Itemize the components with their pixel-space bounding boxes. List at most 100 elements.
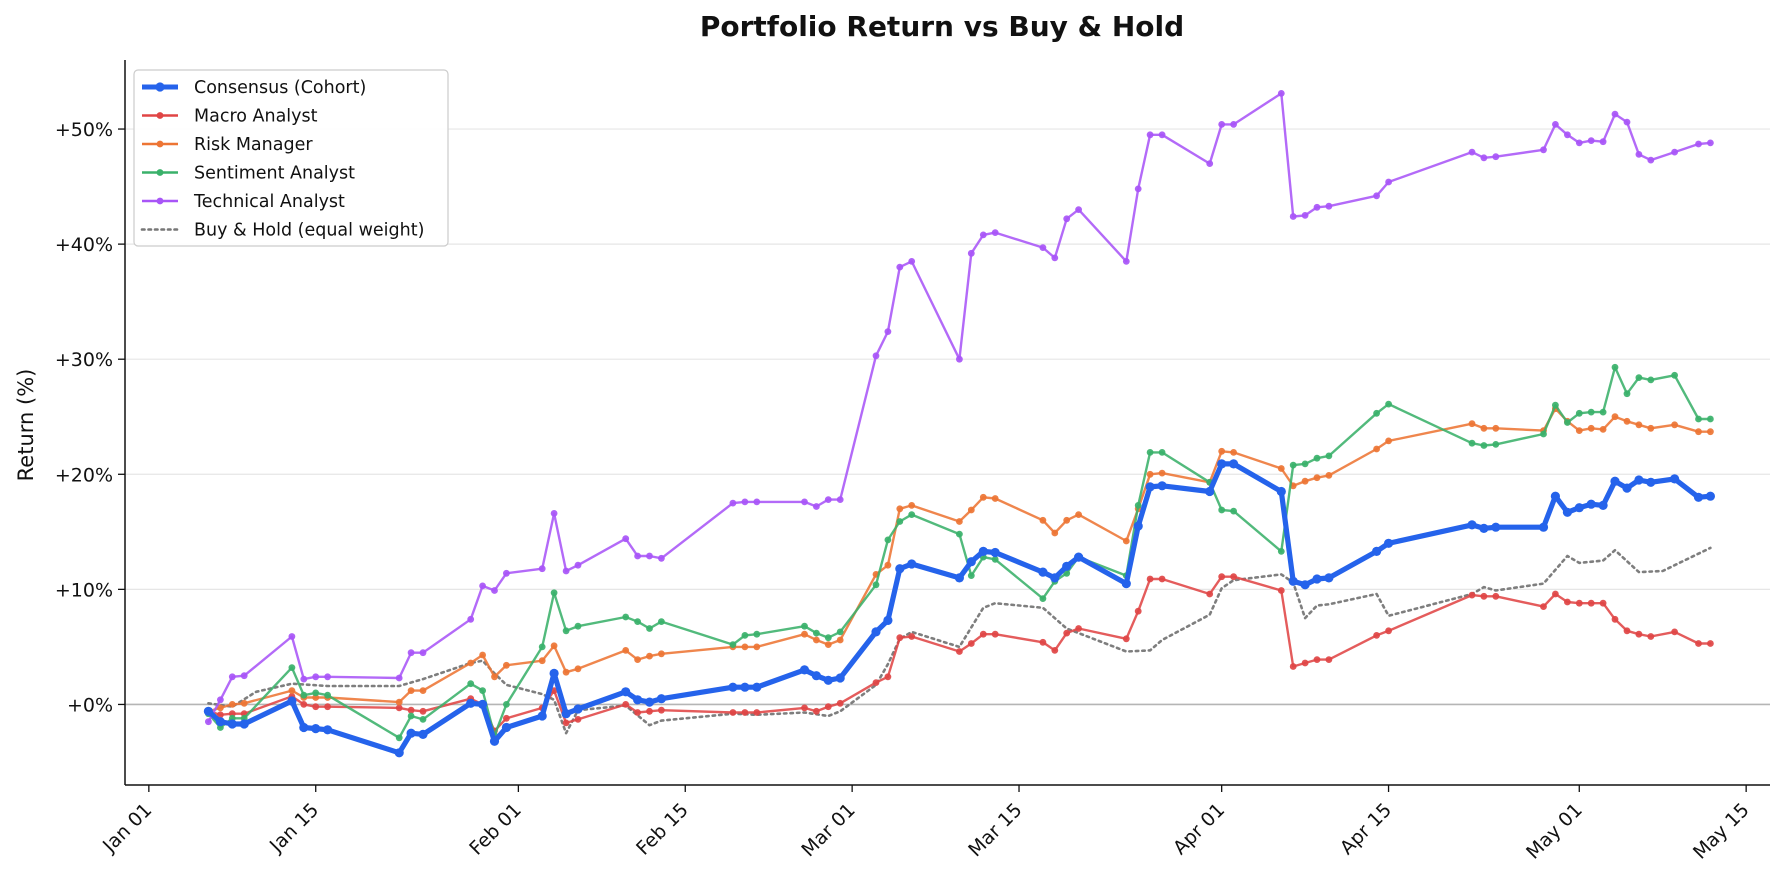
data-point [1325, 656, 1333, 663]
data-point [1695, 140, 1702, 148]
data-point [1540, 146, 1547, 154]
data-point [646, 625, 653, 632]
data-point [1218, 506, 1226, 514]
x-tick-label: Mar 01 [797, 799, 859, 861]
data-point [1635, 374, 1643, 381]
data-point [573, 704, 583, 714]
data-point [1230, 449, 1237, 456]
data-point [203, 706, 213, 716]
series-line [207, 92, 1712, 723]
data-point [1538, 522, 1549, 532]
data-point [991, 630, 999, 638]
data-point [1587, 137, 1595, 145]
data-point [967, 506, 975, 514]
legend-item: Buy & Hold (equal weight) [140, 221, 424, 241]
data-point [300, 691, 308, 699]
data-point [1670, 474, 1680, 484]
data-point [813, 503, 820, 510]
data-point [1671, 148, 1678, 156]
data-point [836, 628, 844, 636]
data-point [324, 703, 331, 711]
data-point [956, 648, 963, 655]
data-point [966, 557, 976, 567]
data-point [1586, 499, 1596, 509]
data-point [1540, 603, 1547, 610]
data-point [824, 496, 832, 503]
data-point [1599, 426, 1607, 433]
data-point [956, 518, 963, 525]
data-point [466, 698, 476, 708]
data-point [1277, 90, 1285, 97]
data-point [227, 719, 237, 729]
data-point [491, 587, 498, 594]
data-point [419, 716, 427, 723]
data-point [215, 717, 225, 727]
series-line [207, 407, 1712, 713]
series-line [207, 546, 1712, 735]
data-point [646, 707, 653, 715]
data-point [908, 511, 916, 518]
data-point [1480, 592, 1488, 600]
data-point [240, 672, 248, 680]
data-point [1038, 567, 1048, 577]
data-point [1063, 516, 1071, 524]
data-point [729, 641, 737, 648]
data-point [741, 498, 749, 506]
data-point [823, 675, 833, 685]
data-point [1230, 121, 1237, 128]
data-point [205, 718, 212, 726]
data-point [1623, 390, 1631, 398]
data-point [956, 355, 963, 363]
data-point [836, 496, 844, 503]
legend-box [133, 69, 449, 247]
data-point [1707, 640, 1714, 647]
data-point [1289, 461, 1297, 469]
data-point [479, 651, 486, 659]
data-point [1277, 587, 1285, 594]
data-point [1075, 511, 1082, 518]
data-point [1492, 441, 1500, 448]
data-point [1385, 627, 1392, 635]
data-point [644, 697, 655, 707]
data-point [1575, 139, 1583, 147]
data-point [478, 699, 488, 710]
data-point [646, 552, 653, 560]
data-point [312, 703, 320, 711]
data-point [228, 701, 236, 708]
data-point [395, 698, 403, 706]
data-point [395, 734, 403, 742]
legend: Consensus (Cohort) Macro Analyst Risk Mana… [133, 69, 449, 247]
data-point [1385, 178, 1392, 186]
data-point [658, 618, 665, 625]
data-point [217, 696, 224, 704]
data-point [634, 552, 641, 560]
data-point [1707, 139, 1714, 147]
data-point [549, 668, 559, 679]
data-point [622, 647, 630, 654]
data-point [1039, 244, 1047, 252]
data-point [1575, 409, 1583, 417]
data-point [407, 649, 415, 657]
data-point [1157, 481, 1167, 491]
legend-item: Sentiment Analyst [142, 164, 355, 184]
data-point [895, 564, 905, 574]
data-point [740, 682, 750, 692]
data-point [418, 729, 428, 740]
data-point [1623, 417, 1631, 425]
data-point [1646, 477, 1656, 487]
data-point [801, 630, 808, 638]
data-point [419, 649, 427, 657]
data-point [729, 709, 737, 716]
data-point [1552, 590, 1559, 598]
data-point [1134, 502, 1142, 509]
data-point [288, 664, 296, 671]
data-point [467, 615, 475, 623]
data-point [1552, 121, 1559, 128]
data-point [1373, 409, 1380, 417]
data-point [503, 701, 510, 708]
series-risk-manager [205, 405, 1714, 715]
data-point [1063, 569, 1071, 577]
data-point [1552, 401, 1559, 409]
data-point [1492, 424, 1500, 432]
